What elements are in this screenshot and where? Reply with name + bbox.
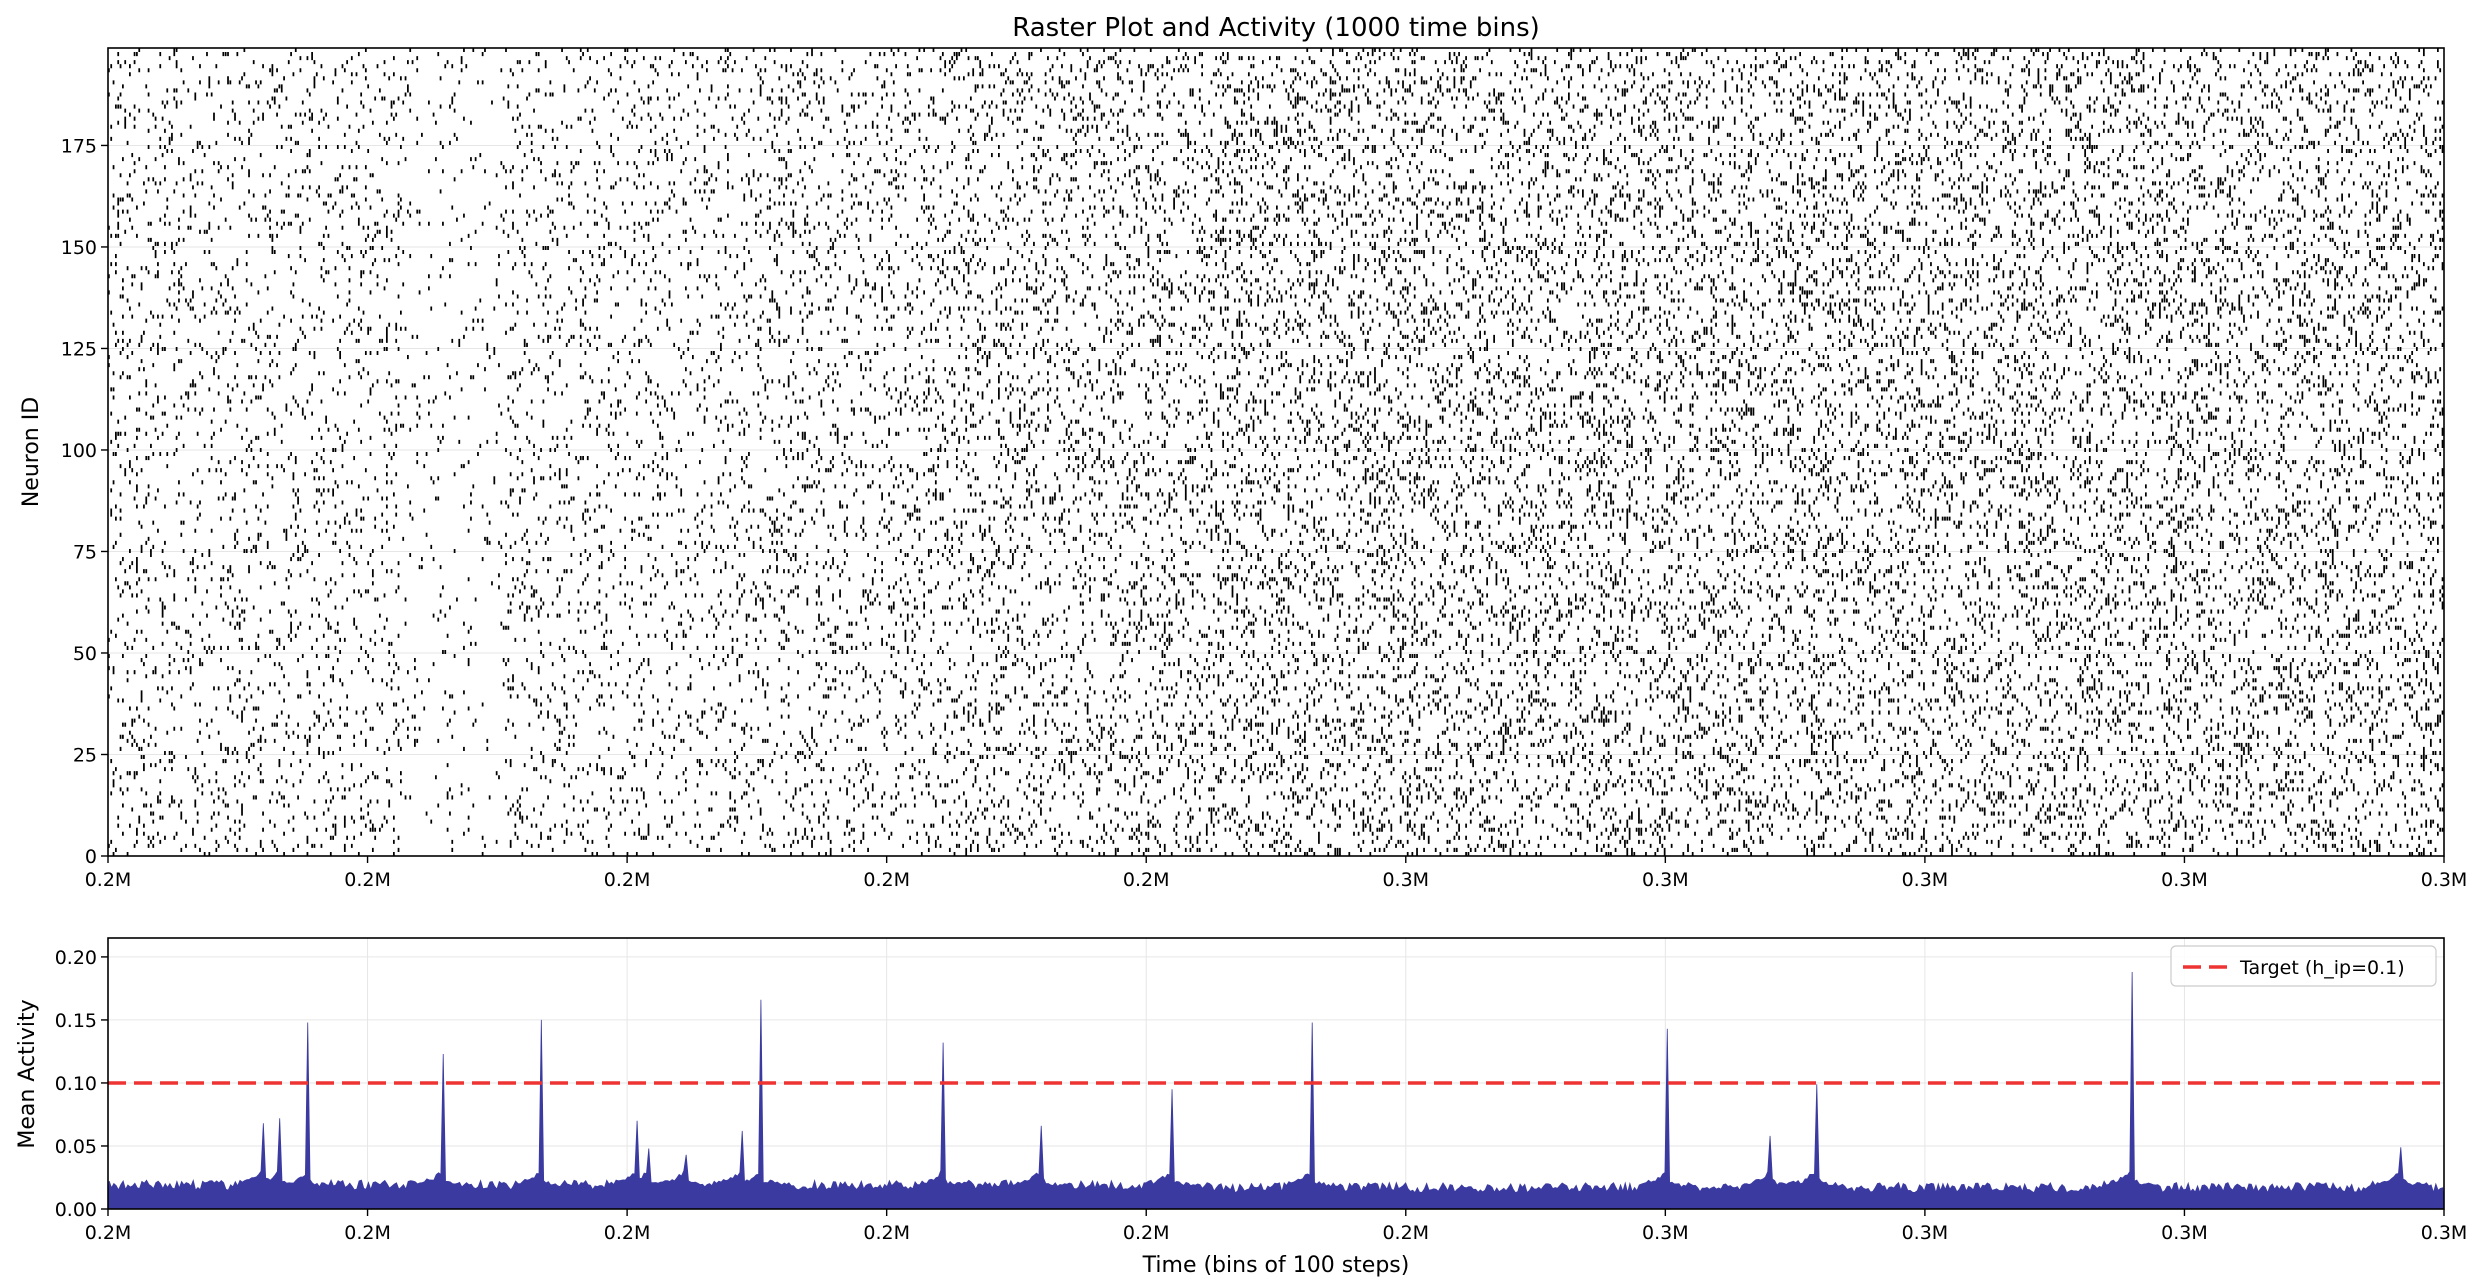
legend: Target (h_ip=0.1) <box>2170 945 2437 987</box>
activity-y-tick-label: 0.15 <box>55 1010 97 1032</box>
raster-x-tick-label: 0.2M <box>344 869 391 891</box>
activity-grid <box>107 938 2445 1210</box>
activity-x-tick-label: 0.3M <box>2421 1222 2468 1244</box>
activity-x-tick-label: 0.3M <box>1902 1222 1949 1244</box>
raster-x-tick-label: 0.2M <box>1123 869 1170 891</box>
raster-axes-frame <box>107 47 2445 857</box>
raster-x-tick-label: 0.3M <box>1902 869 1949 891</box>
raster-x-tick-label: 0.3M <box>2421 869 2468 891</box>
activity-y-tick-label: 0.20 <box>55 947 97 969</box>
raster-x-tick-label: 0.3M <box>2161 869 2208 891</box>
activity-y-tick-label: 0.10 <box>55 1073 97 1095</box>
raster-x-tick-label: 0.2M <box>863 869 910 891</box>
activity-x-tick-label: 0.2M <box>604 1222 651 1244</box>
activity-x-tick-label: 0.2M <box>85 1222 132 1244</box>
activity-x-tick-label: 0.3M <box>1642 1222 1689 1244</box>
raster-x-tick-label: 0.2M <box>604 869 651 891</box>
raster-y-tick-label: 125 <box>61 338 97 360</box>
activity-x-tick-label: 0.2M <box>1382 1222 1429 1244</box>
raster-spike-marks <box>108 48 2444 856</box>
raster-y-tick-label: 0 <box>85 846 97 868</box>
raster-x-tick-label: 0.2M <box>85 869 132 891</box>
raster-y-axis: 0 25 50 75 100 125 150 175 <box>61 135 108 868</box>
raster-y-tick-label: 175 <box>61 135 97 157</box>
activity-x-label: Time (bins of 100 steps) <box>1142 1253 1410 1278</box>
activity-x-axis: 0.2M 0.2M 0.2M 0.2M 0.2M 0.2M 0.3M 0.3M 0.3M 0.3M <box>85 1209 2468 1244</box>
raster-spikes <box>108 48 2444 856</box>
activity-x-tick-label: 0.3M <box>2161 1222 2208 1244</box>
raster-grid <box>108 144 2444 857</box>
legend-label-target: Target (h_ip=0.1) <box>2239 957 2405 979</box>
raster-y-tick-label: 50 <box>73 643 97 665</box>
activity-x-tick-label: 0.2M <box>344 1222 391 1244</box>
activity-x-tick-label: 0.2M <box>863 1222 910 1244</box>
activity-y-label: Mean Activity <box>15 999 40 1148</box>
raster-x-tick-label: 0.3M <box>1382 869 1429 891</box>
raster-y-label: Neuron ID <box>19 397 44 507</box>
raster-y-tick-label: 75 <box>73 541 97 563</box>
activity-y-axis: 0.00 0.05 0.10 0.15 0.20 <box>55 947 108 1221</box>
legend-box <box>2170 945 2437 987</box>
activity-area <box>108 972 2444 1209</box>
raster-title: Raster Plot and Activity (1000 time bins… <box>1012 13 1540 43</box>
raster-y-tick-label: 25 <box>73 744 97 766</box>
activity-x-tick-label: 0.2M <box>1123 1222 1170 1244</box>
activity-y-tick-label: 0.00 <box>55 1199 97 1221</box>
raster-x-tick-label: 0.3M <box>1642 869 1689 891</box>
activity-y-tick-label: 0.05 <box>55 1136 97 1158</box>
raster-y-tick-label: 150 <box>61 237 97 259</box>
raster-x-axis: 0.2M 0.2M 0.2M 0.2M 0.2M 0.3M 0.3M 0.3M 0.3M 0.3M <box>85 856 2468 891</box>
activity-axes-frame <box>107 937 2445 1210</box>
raster-y-tick-label: 100 <box>61 440 97 462</box>
